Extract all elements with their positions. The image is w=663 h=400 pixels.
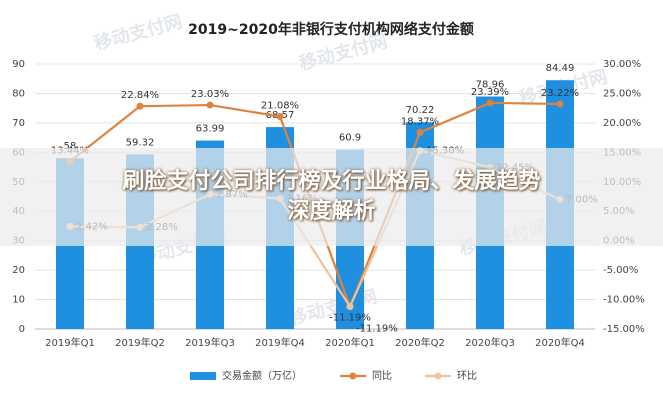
bar-value-label: 78.96 bbox=[476, 80, 505, 91]
banner-line: 深度解析 bbox=[287, 199, 376, 224]
x-tick-label: 2020年Q4 bbox=[535, 336, 585, 349]
line-value-label: 22.84% bbox=[121, 90, 159, 101]
legend-swatch bbox=[190, 372, 216, 380]
x-tick-label: 2019年Q2 bbox=[115, 336, 165, 349]
line-point bbox=[206, 101, 214, 109]
bar-value-label: 60.9 bbox=[339, 133, 361, 144]
line-value-label: 23.03% bbox=[191, 89, 229, 100]
legend-label: 同比 bbox=[372, 370, 392, 382]
x-tick-label: 2020年Q1 bbox=[325, 336, 375, 349]
line-point bbox=[486, 99, 494, 107]
bar-value-label: 84.49 bbox=[546, 63, 575, 74]
y2-tick-label: -5.00% bbox=[603, 265, 638, 276]
line-value-label: 18.37% bbox=[401, 116, 439, 127]
y-tick-label: 70 bbox=[12, 118, 25, 129]
bar-value-label: 58 bbox=[64, 141, 77, 152]
chart-title: 2019~2020年非银行支付机构网络支付金额 bbox=[188, 21, 474, 38]
y-tick-label: 90 bbox=[12, 59, 25, 70]
legend-label: 交易金额（万亿） bbox=[222, 369, 302, 382]
y-tick-label: 20 bbox=[12, 265, 25, 276]
line-point bbox=[276, 113, 284, 121]
watermark: 移动支付网 bbox=[92, 10, 185, 55]
x-tick-label: 2019年Q1 bbox=[45, 336, 95, 349]
y2-tick-label: 25.00% bbox=[603, 88, 641, 99]
line-value-label: 23.39% bbox=[471, 87, 509, 98]
x-tick-label: 2020年Q2 bbox=[395, 336, 445, 349]
x-tick-label: 2020年Q3 bbox=[465, 336, 515, 349]
y2-tick-label: 20.00% bbox=[603, 118, 641, 129]
line-point bbox=[136, 102, 144, 110]
y-tick-label: 0 bbox=[19, 324, 25, 335]
bar-value-label: 59.32 bbox=[126, 137, 155, 148]
line-point bbox=[556, 100, 564, 108]
line-point bbox=[346, 303, 354, 311]
legend-swatch bbox=[434, 372, 442, 380]
y-tick-label: 80 bbox=[12, 88, 25, 99]
line-point bbox=[416, 128, 424, 136]
y2-tick-label: 30.00% bbox=[603, 59, 641, 70]
y-tick-label: 10 bbox=[12, 295, 25, 306]
line-value-label: -11.19% bbox=[356, 324, 398, 335]
y2-tick-label: -10.00% bbox=[603, 295, 645, 306]
bar-value-label: 70.22 bbox=[406, 105, 435, 116]
y2-tick-label: -15.00% bbox=[603, 324, 645, 335]
line-value-label: 23.22% bbox=[541, 88, 579, 99]
line-value-label: 21.08% bbox=[261, 101, 299, 112]
banner-line: 刷脸支付公司排行榜及行业格局、发展趋势 bbox=[122, 169, 541, 194]
x-tick-label: 2019年Q3 bbox=[185, 336, 235, 349]
line-value-label: -11.19% bbox=[329, 313, 371, 324]
legend-swatch bbox=[349, 372, 357, 380]
banner: 刷脸支付公司排行榜及行业格局、发展趋势 深度解析 bbox=[0, 148, 663, 246]
x-tick-label: 2019年Q4 bbox=[255, 336, 305, 349]
legend-label: 环比 bbox=[457, 370, 477, 382]
bar-value-label: 63.99 bbox=[196, 124, 225, 135]
